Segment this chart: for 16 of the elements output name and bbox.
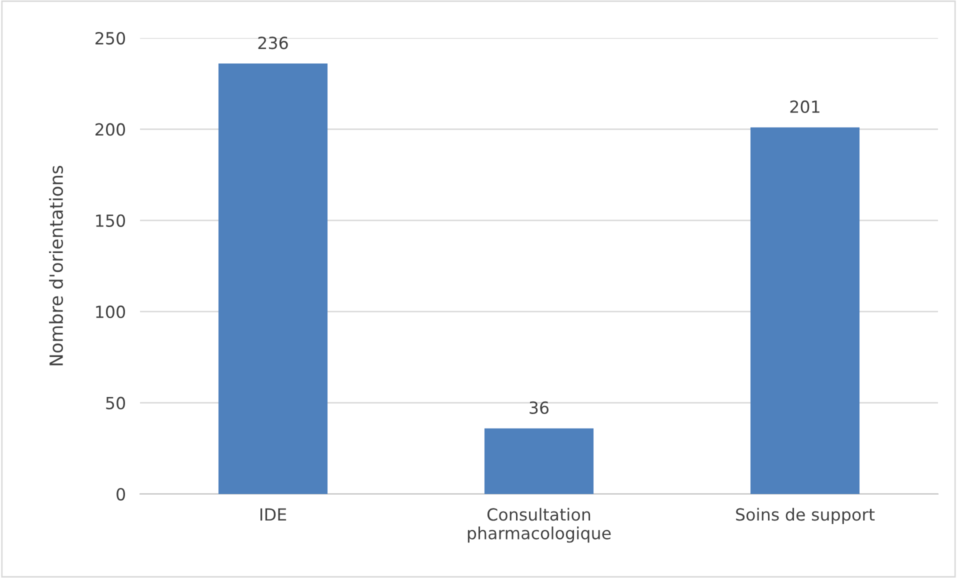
bar <box>750 127 860 494</box>
y-axis-title: Nombre d'orientations <box>49 166 64 366</box>
data-label: 201 <box>790 100 820 114</box>
y-tick-label: 150 <box>96 214 126 227</box>
x-tick-label: Consultation pharmacologique <box>468 508 611 543</box>
y-tick-label: 250 <box>96 32 126 45</box>
y-tick-label: 100 <box>96 306 126 318</box>
bar <box>218 64 328 494</box>
x-tick-label: Soins de support <box>736 508 875 524</box>
x-tick-label: IDE <box>260 508 286 521</box>
y-tick-label: 200 <box>96 123 126 136</box>
data-label: 236 <box>258 36 288 50</box>
data-label: 36 <box>530 401 549 414</box>
y-tick-label: 0 <box>116 488 126 501</box>
bar <box>484 428 594 494</box>
y-tick-label: 50 <box>106 396 126 410</box>
